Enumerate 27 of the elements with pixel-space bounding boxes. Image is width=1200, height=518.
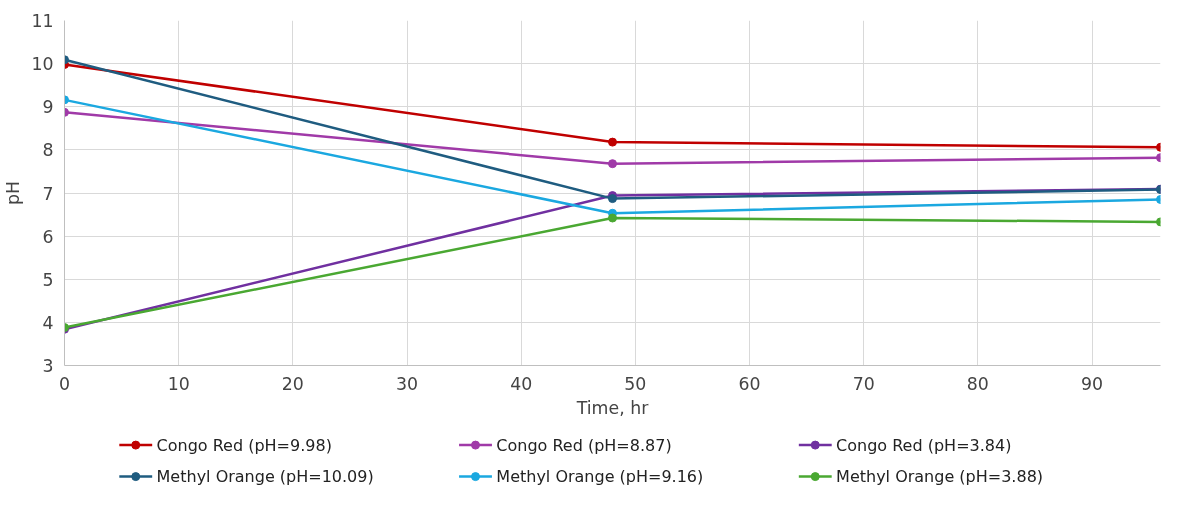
x-tick-label: 20 <box>281 373 304 394</box>
y-tick-label: 8 <box>42 140 54 161</box>
x-axis-title: Time, hr <box>575 397 650 418</box>
y-tick-label: 3 <box>42 356 54 376</box>
y-tick-label: 10 <box>31 54 54 75</box>
legend-label: Congo Red (pH=8.87) <box>496 435 672 455</box>
x-tick-label: 30 <box>395 373 419 394</box>
y-tick-label: 11 <box>31 11 54 31</box>
x-tick-label: 40 <box>510 373 533 394</box>
x-tick-label: 90 <box>1080 373 1104 394</box>
y-tick-label: 9 <box>42 97 54 118</box>
legend-label: Methyl Orange (pH=3.88) <box>836 467 1044 487</box>
y-tick-label: 7 <box>42 183 54 204</box>
x-tick-label: 50 <box>624 373 647 394</box>
x-tick-label: 80 <box>966 373 989 394</box>
y-tick-label: 6 <box>42 226 54 247</box>
legend-label: Congo Red (pH=3.84) <box>836 435 1012 455</box>
legend-label: Congo Red (pH=9.98) <box>156 435 332 455</box>
legend-label: Methyl Orange (pH=10.09) <box>156 467 374 487</box>
y-tick-label: 4 <box>42 312 54 333</box>
y-axis-title: pH <box>3 180 24 206</box>
y-tick-label: 5 <box>42 269 54 290</box>
x-tick-label: 10 <box>167 373 190 394</box>
legend-label: Methyl Orange (pH=9.16) <box>496 467 704 487</box>
x-tick-label: 0 <box>58 373 71 394</box>
x-tick-label: 70 <box>852 373 875 394</box>
x-tick-label: 60 <box>738 373 761 394</box>
